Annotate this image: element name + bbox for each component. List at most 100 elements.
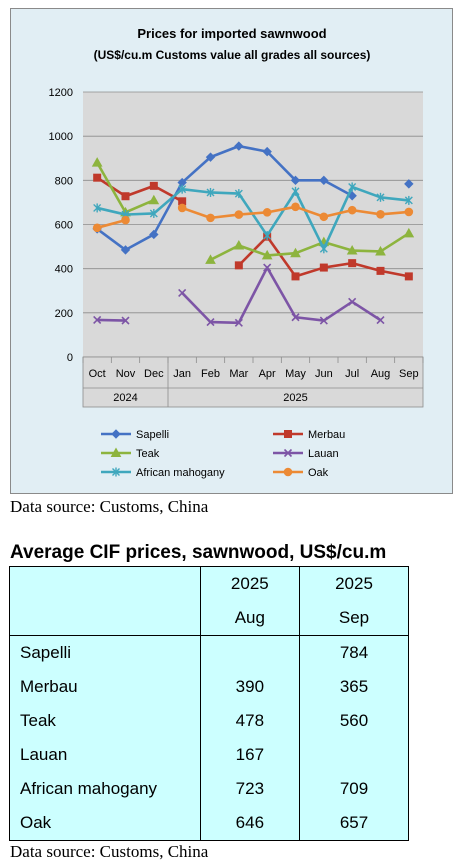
table-header-row: 2025 2025: [9, 566, 409, 601]
legend-label-african-mahogany: African mahogany: [136, 467, 225, 479]
x-marker-stroke: [291, 313, 300, 322]
data-point-merbau: [121, 192, 130, 201]
legend-marker-african-mahogany: [112, 467, 120, 477]
circle-marker: [376, 210, 385, 219]
series-line-lauan: [97, 318, 126, 322]
species-cell: Lauan: [9, 738, 201, 772]
data-point-african-mahogany: [263, 231, 272, 241]
legend-label-merbau: Merbau: [308, 429, 345, 441]
aug-price-cell: 723: [199, 772, 301, 806]
circle-marker: [291, 202, 300, 212]
triangle-marker: [261, 249, 273, 260]
data-point-sapelli: [234, 141, 244, 151]
data-point-teak: [403, 227, 415, 238]
table-row: Merbau 390 365: [9, 670, 409, 704]
sep-price-cell: 784: [299, 635, 409, 670]
year-group-label: 2024: [113, 392, 137, 404]
triangle-marker: [91, 157, 103, 167]
data-point-merbau: [319, 263, 328, 272]
legend-label-teak: Teak: [136, 448, 160, 460]
circle-marker: [234, 210, 244, 219]
square-marker: [234, 261, 243, 270]
data-point-african-mahogany: [93, 203, 102, 213]
diamond-marker: [120, 245, 131, 255]
data-point-sapelli: [149, 229, 159, 240]
data-point-oak: [404, 207, 414, 217]
header-empty-cell: [9, 566, 201, 601]
x-marker-stroke: [93, 315, 102, 324]
y-tick-label: 1000: [49, 131, 73, 143]
x-tick-label: Nov: [116, 368, 136, 380]
header-aug-month: Aug: [199, 601, 301, 636]
legend-marker-teak: [110, 447, 122, 457]
y-tick-label: 1200: [49, 87, 73, 99]
data-point-oak: [92, 223, 102, 233]
data-point-oak: [262, 208, 272, 217]
table-header-row: Aug Sep: [9, 601, 409, 636]
x-marker-stroke: [376, 316, 385, 325]
series-line-teak: [209, 232, 410, 261]
diamond-marker: [149, 229, 159, 240]
species-cell: Merbau: [9, 670, 201, 704]
triangle-marker: [375, 245, 386, 256]
y-tick-label: 200: [55, 308, 73, 320]
data-point-oak: [177, 203, 187, 213]
data-point-oak: [291, 202, 300, 212]
data-point-african-mahogany: [149, 208, 158, 218]
x-tick-label: Jul: [345, 368, 359, 380]
table-row: Teak 478 560: [9, 704, 409, 738]
diamond-marker: [111, 429, 121, 439]
legend-marker-merbau: [284, 430, 292, 438]
data-point-lauan: [93, 315, 102, 324]
legend-label-oak: Oak: [308, 467, 329, 479]
circle-marker: [347, 205, 357, 215]
table-source-note: Data source: Customs, China: [10, 842, 209, 861]
x-marker-stroke: [319, 316, 328, 325]
x-tick-label: Aug: [371, 368, 391, 380]
triangle-marker: [346, 245, 358, 255]
x-tick-label: Sep: [399, 368, 419, 380]
diamond-marker: [262, 146, 272, 157]
legend-marker-lauan: [283, 448, 293, 458]
x-tick-label: Jun: [315, 368, 333, 380]
chart-subtitle: (US$/cu.m Customs value all grades all s…: [94, 48, 371, 62]
data-point-lauan: [348, 297, 357, 306]
data-point-lauan: [206, 318, 215, 327]
table-row: African mahogany 723 709: [9, 772, 409, 806]
data-point-sapelli: [290, 175, 301, 186]
data-point-oak: [319, 212, 329, 222]
sep-price-cell: 365: [299, 670, 409, 704]
square-marker: [348, 259, 357, 268]
diamond-marker: [404, 179, 414, 189]
data-point-sapelli: [319, 175, 329, 186]
series-line-oak: [96, 218, 126, 230]
data-point-lauan: [263, 263, 272, 272]
diamond-marker: [234, 141, 244, 151]
data-point-teak: [261, 249, 273, 260]
square-marker: [291, 272, 300, 281]
data-point-merbau: [376, 266, 385, 275]
data-point-oak: [347, 205, 357, 215]
data-point-merbau: [291, 272, 300, 281]
legend-label-lauan: Lauan: [308, 448, 339, 460]
x-marker-stroke: [234, 318, 243, 327]
x-tick-label: May: [285, 368, 306, 380]
sep-price-cell: [299, 738, 409, 772]
triangle-marker: [110, 447, 122, 457]
y-tick-label: 0: [67, 352, 73, 364]
aug-price-cell: 646: [199, 806, 301, 841]
circle-marker: [404, 207, 414, 217]
data-point-merbau: [234, 261, 243, 270]
data-point-merbau: [404, 272, 413, 281]
x-tick-label: Dec: [144, 368, 164, 380]
x-marker-stroke: [178, 288, 187, 298]
year-group-label: 2025: [283, 392, 307, 404]
diamond-marker: [205, 152, 216, 162]
data-point-african-mahogany: [404, 195, 413, 205]
triangle-marker: [403, 227, 415, 238]
data-point-merbau: [149, 181, 158, 190]
aug-price-cell: 167: [199, 738, 301, 772]
sep-price-cell: 657: [299, 806, 409, 841]
triangle-marker: [290, 247, 301, 258]
diamond-marker: [290, 175, 301, 186]
